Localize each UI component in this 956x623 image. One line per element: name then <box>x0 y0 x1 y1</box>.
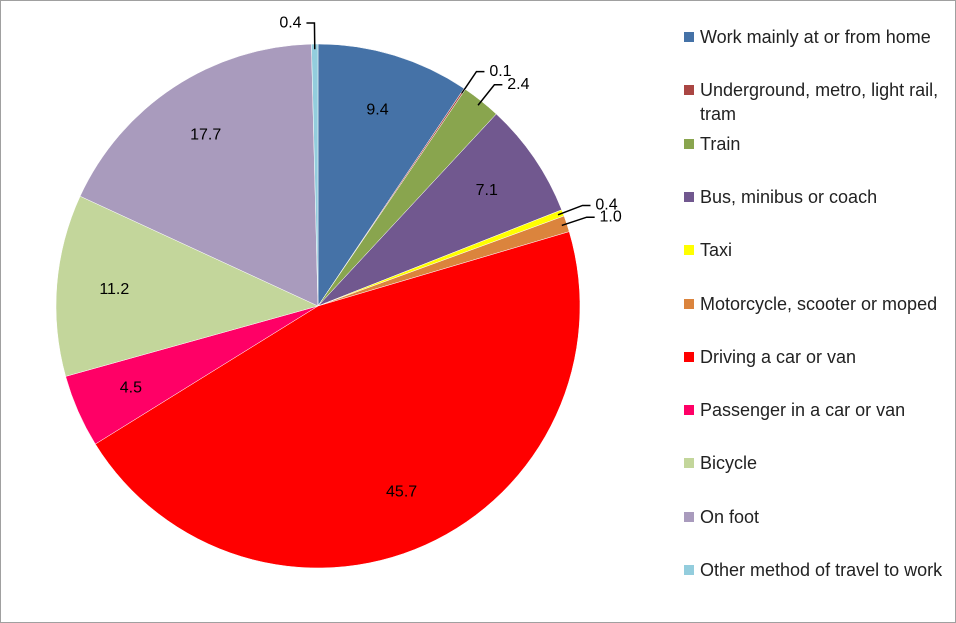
data-label: 2.4 <box>507 76 529 93</box>
legend-label: Train <box>700 133 741 154</box>
data-label: 0.4 <box>279 14 301 31</box>
data-label: 0.4 <box>595 197 617 214</box>
legend-label: Motorcycle, scooter or moped <box>700 293 938 314</box>
legend-swatch <box>684 405 694 416</box>
pie-slice <box>55 195 319 377</box>
legend-label: On foot <box>700 506 760 527</box>
data-label: 7.1 <box>476 182 498 199</box>
pie-slice <box>79 43 319 307</box>
pie-slice <box>317 43 465 307</box>
legend-swatch <box>684 351 694 362</box>
leader-line <box>561 216 595 227</box>
legend-swatch <box>684 458 694 469</box>
data-label: 1.0 <box>600 208 622 225</box>
legend-label: Work mainly at or from home <box>700 27 931 47</box>
legend-swatch <box>684 565 694 575</box>
legend-label: Bus, minibus or coach <box>700 186 878 207</box>
legend-label: Other method of travel to work <box>700 560 943 580</box>
leader-line <box>557 204 591 216</box>
leader-line <box>477 83 503 106</box>
legend-swatch <box>684 298 694 309</box>
data-label: 9.4 <box>366 102 388 119</box>
data-label: 0.1 <box>489 63 511 80</box>
legend-label: Driving a car or van <box>700 346 857 367</box>
data-label: 11.2 <box>99 281 129 298</box>
data-label: 45.7 <box>386 484 417 501</box>
leader-line <box>461 70 485 94</box>
data-label: 17.7 <box>190 126 221 143</box>
legend-swatch <box>684 245 694 256</box>
legend-swatch <box>684 32 694 42</box>
legend-swatch <box>684 138 694 149</box>
legend-label: Bicycle <box>700 453 758 474</box>
data-label: 4.5 <box>120 379 142 396</box>
legend-swatch <box>684 85 694 96</box>
legend-label: Underground, metro, light rail, tram <box>700 80 939 125</box>
pie-slice <box>94 231 581 569</box>
leader-line <box>306 22 316 50</box>
legend-label: Taxi <box>700 240 733 261</box>
legend-swatch <box>684 511 694 522</box>
legend-swatch <box>684 191 694 202</box>
legend-label: Passenger in a car or van <box>700 400 906 421</box>
pie-slice <box>317 113 563 307</box>
